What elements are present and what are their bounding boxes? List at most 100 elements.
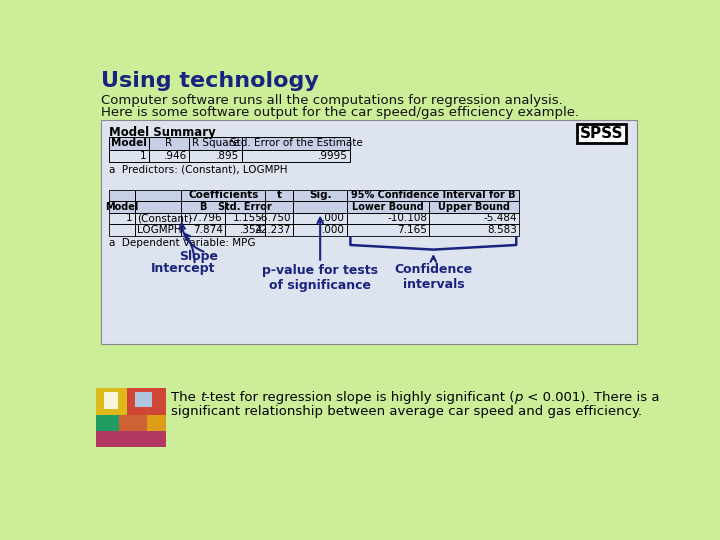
Bar (265, 213, 293, 224)
Bar (135, 213, 181, 224)
Bar (149, 137, 189, 150)
Text: Using technology: Using technology (101, 71, 319, 91)
Bar (149, 150, 189, 162)
Bar (109, 201, 135, 213)
Text: Confidence
intervals: Confidence intervals (395, 264, 472, 292)
Bar (181, 190, 225, 201)
Bar (293, 224, 347, 236)
Bar (135, 224, 181, 236)
Text: -test for regression slope is highly significant (: -test for regression slope is highly sig… (205, 392, 514, 404)
Text: -6.750: -6.750 (257, 213, 291, 224)
Bar (181, 224, 225, 236)
Text: .354: .354 (240, 225, 263, 235)
FancyBboxPatch shape (577, 124, 626, 143)
Bar (225, 201, 265, 213)
Text: Sig.: Sig. (309, 190, 331, 200)
Bar (429, 224, 519, 236)
FancyBboxPatch shape (101, 120, 637, 343)
Text: Model: Model (111, 138, 147, 149)
Text: p: p (514, 392, 523, 404)
Text: R Square: R Square (192, 138, 239, 149)
Bar (265, 224, 293, 236)
Text: p-value for tests
of significance: p-value for tests of significance (262, 264, 378, 292)
Bar (429, 213, 519, 224)
Text: Intercept: Intercept (150, 262, 215, 275)
Bar (429, 190, 519, 201)
Text: Here is some software output for the car speed/gas efficiency example.: Here is some software output for the car… (101, 106, 579, 119)
Bar (181, 190, 265, 201)
Bar (135, 392, 152, 408)
Bar (265, 201, 293, 213)
Bar (347, 213, 429, 224)
Bar (347, 190, 519, 201)
Bar (147, 415, 166, 430)
Text: a  Predictors: (Constant), LOGMPH: a Predictors: (Constant), LOGMPH (109, 165, 287, 175)
Text: -5.484: -5.484 (483, 213, 517, 224)
Bar (96, 430, 166, 447)
Bar (225, 190, 265, 201)
Text: significant relationship between average car speed and gas efficiency.: significant relationship between average… (171, 405, 642, 418)
Bar (347, 190, 429, 201)
Text: (Constant): (Constant) (138, 213, 192, 224)
Text: R: R (166, 138, 173, 149)
Bar (347, 201, 429, 213)
Bar (293, 213, 347, 224)
Text: Model Summary: Model Summary (109, 126, 215, 139)
Text: 1: 1 (140, 151, 147, 161)
Text: 8.583: 8.583 (487, 225, 517, 235)
Text: .9995: .9995 (318, 151, 348, 161)
Text: t: t (199, 392, 205, 404)
Text: Std. Error of the Estimate: Std. Error of the Estimate (230, 138, 363, 149)
Text: .895: .895 (216, 151, 240, 161)
Text: 7.165: 7.165 (397, 225, 427, 235)
Bar (109, 137, 351, 150)
Bar (265, 190, 293, 201)
Bar (120, 415, 147, 430)
Text: Upper Bound: Upper Bound (438, 202, 510, 212)
Text: .000: .000 (322, 225, 345, 235)
Text: < 0.001). There is a: < 0.001). There is a (523, 392, 660, 404)
Text: -10.108: -10.108 (387, 213, 427, 224)
Text: Coefficients: Coefficients (188, 190, 258, 200)
Bar (189, 137, 242, 150)
Text: .946: .946 (163, 151, 187, 161)
Text: Model: Model (105, 202, 138, 212)
Text: 1: 1 (126, 213, 132, 224)
Text: 1.155: 1.155 (233, 213, 263, 224)
Text: Computer software runs all the computations for regression analysis.: Computer software runs all the computati… (101, 94, 562, 107)
Bar (109, 137, 149, 150)
Bar (109, 201, 519, 213)
Bar (347, 224, 429, 236)
Text: Std. Error: Std. Error (218, 202, 272, 212)
Bar (109, 190, 135, 201)
Text: .000: .000 (322, 213, 345, 224)
Bar (109, 150, 149, 162)
Text: 95% Confidence Interval for B: 95% Confidence Interval for B (351, 190, 516, 200)
Bar (225, 213, 265, 224)
Bar (429, 201, 519, 213)
Text: The: The (171, 392, 199, 404)
Bar (96, 415, 120, 430)
Bar (242, 150, 351, 162)
Text: -7.796: -7.796 (189, 213, 222, 224)
Bar (109, 213, 135, 224)
Text: t: t (276, 190, 282, 200)
Bar (189, 150, 242, 162)
Bar (242, 137, 351, 150)
Text: B: B (199, 202, 207, 212)
Text: a  Dependent Variable: MPG: a Dependent Variable: MPG (109, 238, 255, 248)
Bar (181, 213, 225, 224)
Bar (135, 201, 181, 213)
Bar (96, 388, 166, 447)
Text: 7.874: 7.874 (193, 225, 222, 235)
Bar (293, 190, 347, 201)
Bar (127, 388, 166, 415)
Bar (181, 201, 225, 213)
Bar (104, 392, 118, 409)
Text: SPSS: SPSS (580, 126, 624, 141)
Text: Lower Bound: Lower Bound (353, 202, 424, 212)
Bar (96, 388, 127, 415)
Bar (225, 224, 265, 236)
Bar (109, 190, 519, 201)
Bar (109, 224, 135, 236)
